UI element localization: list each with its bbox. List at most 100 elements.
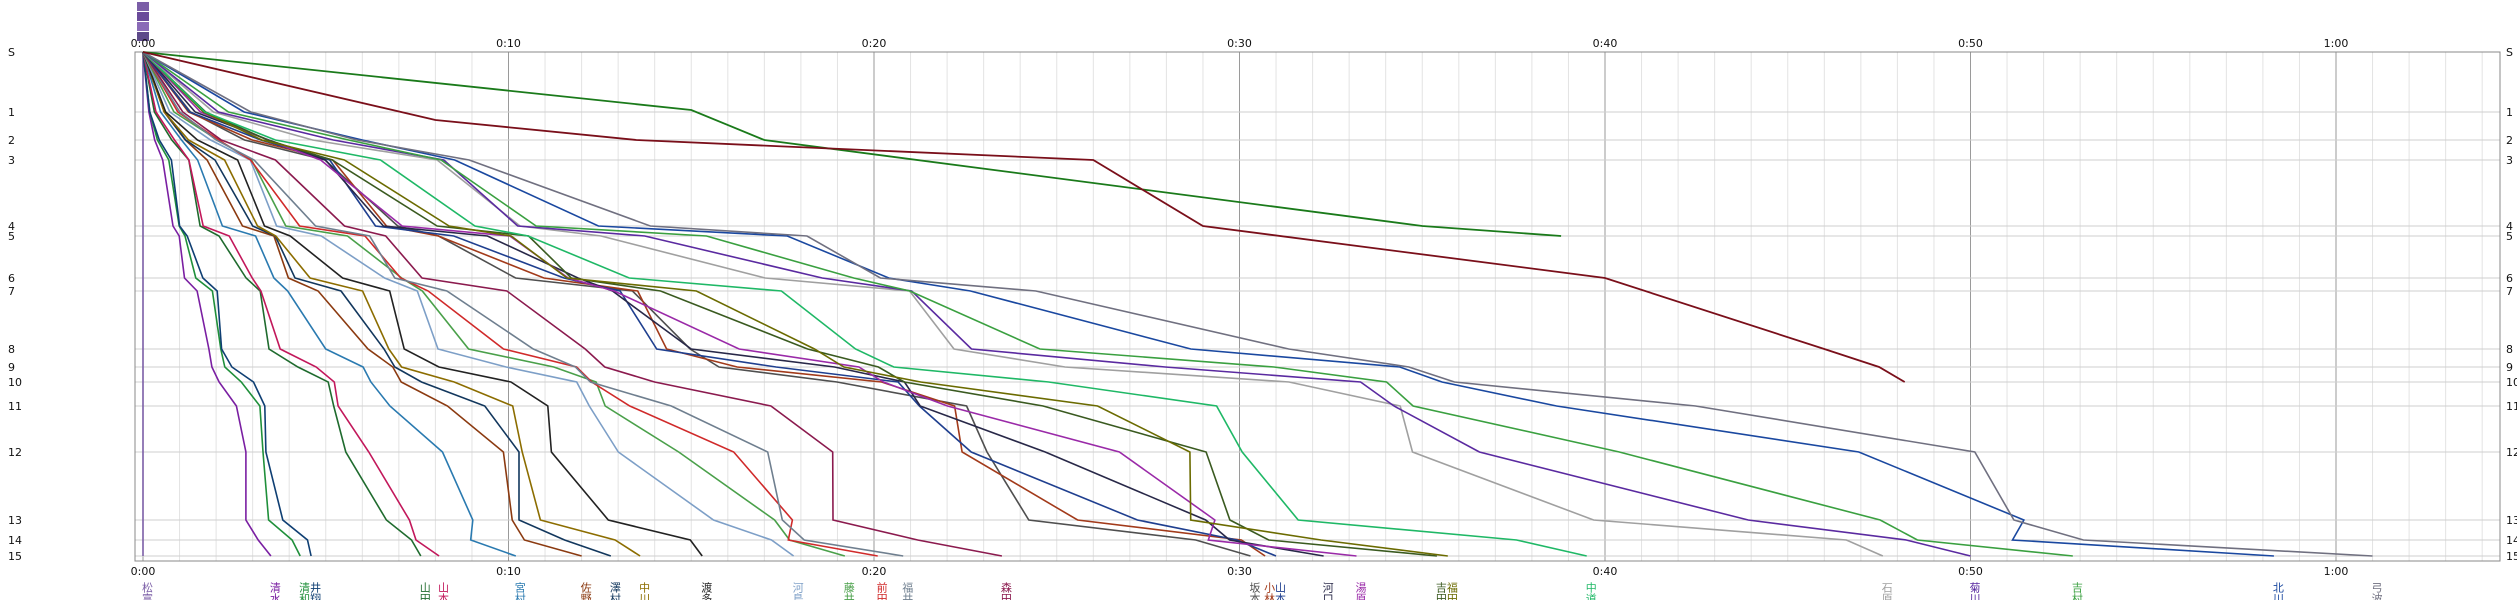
dnf-line (142, 51, 1906, 383)
runner-name-label: 山本 (1274, 582, 1287, 600)
runner-name-label: 藤井 (842, 582, 855, 600)
runner-name-label: 井翔 (309, 581, 322, 600)
x-tick-label: 0:20 (862, 37, 887, 50)
runner-name-label: 北川 (2271, 582, 2284, 600)
runner-name-label: 中川 (638, 582, 651, 600)
runner-name-label: 清水 (268, 582, 281, 600)
runner-line (142, 51, 312, 557)
y-tick-label-right: 7 (2506, 285, 2513, 298)
runner-line (142, 51, 1971, 557)
y-tick-label: 12 (8, 446, 22, 459)
runner-line (142, 51, 1003, 557)
runner-line (142, 51, 440, 557)
runner-line (142, 51, 1357, 557)
runner-name-label: 中道 (1584, 582, 1597, 600)
y-tick-label: 13 (8, 514, 22, 527)
runner-name-label: 小林 (1263, 582, 1276, 600)
x-tick-label-bottom: 0:40 (1593, 565, 1618, 578)
runner-name-label: 菊川 (1968, 582, 1981, 600)
runner-name-label: 山本 (437, 582, 450, 600)
runner-name-label: 福井 (901, 581, 914, 600)
runner-name-label: 前田 (875, 581, 888, 600)
runner-name-label: 森田 (999, 581, 1012, 600)
y-tick-label: 10 (8, 376, 22, 389)
start-marker (137, 12, 149, 21)
y-tick-label: 5 (8, 230, 15, 243)
runner-name-label: 河口 (1321, 582, 1334, 600)
runner-line (142, 51, 612, 557)
x-tick-label: 0:40 (1593, 37, 1618, 50)
minor-grid (142, 52, 2483, 561)
y-tick-label-right: 5 (2506, 230, 2513, 243)
y-tick-label: 3 (8, 154, 15, 167)
runner-name-label: 澤村 (608, 582, 621, 600)
runner-lines (142, 51, 2373, 557)
runner-name-label: 弓波 (2370, 582, 2383, 600)
y-tick-label-right: 2 (2506, 134, 2513, 147)
x-tick-label-bottom: 0:50 (1958, 565, 1983, 578)
runner-line (142, 51, 517, 557)
runner-line (142, 51, 582, 557)
runner-name-label: 湯原 (1354, 582, 1367, 600)
runner-line (142, 51, 422, 557)
start-marker (137, 32, 149, 41)
x-tick-label-bottom: 0:10 (496, 565, 521, 578)
runner-line (142, 51, 272, 557)
runner-name-label: 吉村 (2070, 582, 2083, 600)
runner-name-label: 福田 (1445, 581, 1458, 600)
runner-line (142, 51, 301, 557)
x-tick-label-bottom: 0:30 (1227, 565, 1252, 578)
y-tick-label: 2 (8, 134, 15, 147)
y-tick-label-right: 3 (2506, 154, 2513, 167)
y-tick-label: 9 (8, 361, 15, 374)
start-marker (137, 2, 149, 11)
y-tick-label-right: 11 (2506, 400, 2517, 413)
y-tick-label-right: 4 (2506, 220, 2513, 233)
y-tick-label-right: 10 (2506, 376, 2517, 389)
start-marker (137, 22, 149, 31)
runner-line (142, 51, 904, 557)
y-tick-label-right: 15 (2506, 550, 2517, 563)
x-tick-label: 0:00 (131, 37, 156, 50)
runner-name-label: 宮村 (513, 581, 526, 600)
start-markers (137, 2, 149, 41)
runner-name-label: 松富 (141, 581, 154, 600)
y-tick-label-right: 14 (2506, 534, 2517, 547)
y-tick-label-right: 13 (2506, 514, 2517, 527)
runner-name-label: 山田 (418, 582, 431, 600)
runner-name-label: 吉田 (1434, 582, 1447, 600)
y-tick-label: S (8, 46, 15, 59)
runner-name-label: 河島 (791, 582, 804, 600)
y-tick-label-right: S (2506, 46, 2513, 59)
x-tick-labels-bottom: 0:00 0:10 0:20 0:30 0:40 0:50 1:00 (131, 565, 2349, 578)
x-tick-label: 0:30 (1227, 37, 1252, 50)
y-tick-label: 14 (8, 534, 22, 547)
y-tick-label-right: 9 (2506, 361, 2513, 374)
runner-name-label: 佐野 (579, 581, 592, 600)
x-tick-label-bottom: 0:00 (131, 565, 156, 578)
x-tick-label: 0:10 (496, 37, 521, 50)
runner-name-label: 坂本 (1248, 582, 1261, 600)
runner-name-label: 渡多 (700, 581, 713, 600)
y-tick-label-right: 12 (2506, 446, 2517, 459)
runner-line (142, 51, 1587, 557)
runner-line (142, 51, 2274, 557)
runner-line (142, 51, 795, 557)
runner-line (142, 51, 1251, 557)
runner-name-label: 清和 (298, 582, 311, 600)
plot-frame (134, 51, 2501, 562)
y-tick-label: 11 (8, 400, 22, 413)
x-tick-label: 0:50 (1958, 37, 1983, 50)
dnf-line (142, 51, 1562, 237)
y-tick-label-right: 8 (2506, 343, 2513, 356)
x-tick-label: 1:00 (2324, 37, 2349, 50)
y-tick-label: 8 (8, 343, 15, 356)
runner-line (142, 51, 1448, 557)
runner-line (142, 51, 1884, 557)
y-tick-label: 15 (8, 550, 22, 563)
